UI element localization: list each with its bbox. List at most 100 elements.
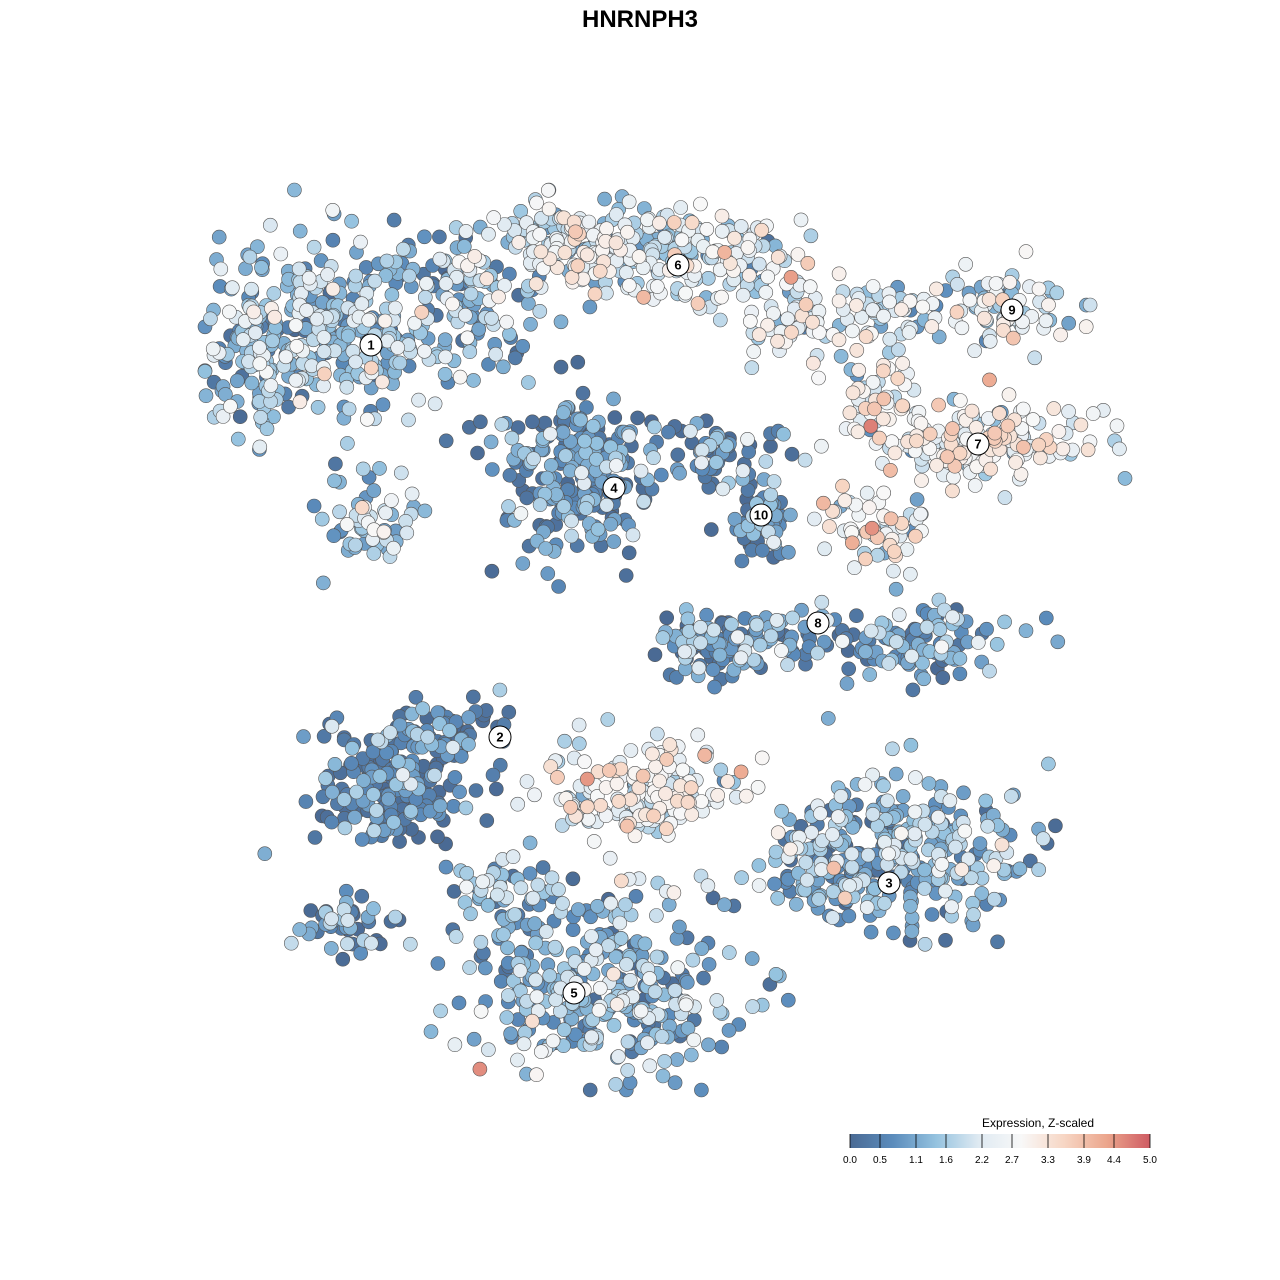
cell-point — [466, 373, 481, 388]
cell-point — [461, 737, 476, 752]
cluster-label-2: 2 — [488, 725, 512, 749]
cell-point — [935, 670, 951, 686]
cell-point — [601, 938, 616, 954]
cell-point — [542, 426, 558, 442]
cell-point — [529, 989, 545, 1005]
cell-point — [881, 846, 896, 862]
cell-point — [988, 276, 1004, 291]
cell-point — [674, 232, 690, 248]
cell-point — [618, 897, 633, 913]
cell-point — [335, 951, 351, 967]
cell-point — [318, 771, 333, 786]
cell-point — [904, 648, 920, 664]
cell-point — [533, 244, 549, 260]
cell-point — [657, 1054, 672, 1069]
cell-point — [460, 330, 475, 346]
cell-point — [678, 997, 694, 1013]
cell-point — [760, 269, 776, 285]
cell-point — [661, 424, 676, 440]
cell-point — [353, 234, 368, 250]
legend-tick-label: 1.6 — [939, 1155, 953, 1166]
cell-point — [714, 208, 730, 224]
cell-point — [512, 963, 528, 978]
cell-point — [327, 756, 343, 772]
cell-point — [740, 431, 755, 447]
cell-point — [611, 793, 627, 809]
cell-point — [666, 215, 682, 230]
cell-point — [1038, 313, 1054, 329]
cluster-label-6: 6 — [666, 253, 690, 277]
cell-point — [291, 261, 307, 277]
cell-point — [527, 916, 543, 931]
cell-point — [850, 424, 866, 440]
cell-point — [714, 289, 729, 305]
cell-point — [733, 219, 749, 234]
cell-point — [642, 971, 657, 986]
cell-point — [565, 871, 581, 887]
cell-point — [1005, 330, 1021, 346]
cell-point — [934, 856, 950, 872]
cell-point — [473, 934, 489, 950]
cell-point — [640, 1035, 655, 1051]
cell-point — [780, 992, 796, 1008]
cell-point — [452, 784, 467, 800]
cell-point — [557, 245, 573, 260]
cell-point — [1041, 756, 1056, 772]
cell-point — [908, 528, 923, 544]
cell-point — [515, 338, 531, 354]
cell-point — [242, 249, 258, 265]
cell-point — [888, 634, 904, 650]
cell-point — [992, 406, 1007, 421]
cell-point — [211, 229, 227, 245]
cell-point — [744, 951, 760, 966]
cell-point — [1117, 471, 1133, 486]
cell-point — [712, 312, 728, 328]
cluster-label-text: 5 — [570, 986, 577, 1001]
cell-point — [583, 909, 599, 925]
cell-point — [989, 636, 1005, 652]
cell-point — [903, 898, 918, 914]
cell-point — [990, 934, 1005, 950]
cell-point — [934, 639, 950, 655]
cell-point — [888, 581, 904, 597]
cell-point — [535, 860, 551, 875]
cell-point — [252, 340, 267, 355]
legend-tick-label: 0.0 — [843, 1155, 857, 1166]
cell-point — [1018, 244, 1034, 259]
cell-point — [876, 391, 892, 407]
cell-point — [401, 268, 417, 284]
cell-point — [842, 878, 857, 894]
cell-point — [646, 450, 661, 466]
cell-point — [314, 511, 330, 527]
cell-point — [430, 956, 446, 971]
cell-point — [1046, 401, 1062, 416]
cell-point — [408, 689, 424, 705]
cell-point — [958, 256, 974, 272]
cell-point — [963, 870, 979, 886]
cell-point — [586, 834, 602, 849]
cell-point — [919, 619, 935, 635]
cell-point — [599, 221, 614, 236]
cell-point — [611, 1049, 626, 1064]
cell-point — [813, 806, 828, 821]
cell-point — [532, 303, 548, 319]
cell-point — [653, 467, 669, 483]
cell-point — [713, 762, 729, 778]
cell-point — [417, 343, 432, 359]
cell-point — [1082, 297, 1098, 313]
cell-point — [1112, 441, 1127, 457]
cell-point — [633, 1003, 649, 1019]
cell-point — [659, 752, 675, 767]
cell-point — [340, 912, 356, 928]
cell-point — [667, 1075, 683, 1090]
cell-point — [677, 644, 693, 660]
cell-point — [609, 776, 625, 792]
cell-point — [730, 629, 746, 645]
cell-point — [734, 870, 749, 886]
cell-point — [363, 360, 379, 376]
cell-point — [680, 611, 696, 627]
cell-point — [613, 931, 629, 946]
cell-point — [522, 835, 538, 851]
cell-point — [979, 621, 994, 637]
cell-point — [376, 524, 392, 540]
